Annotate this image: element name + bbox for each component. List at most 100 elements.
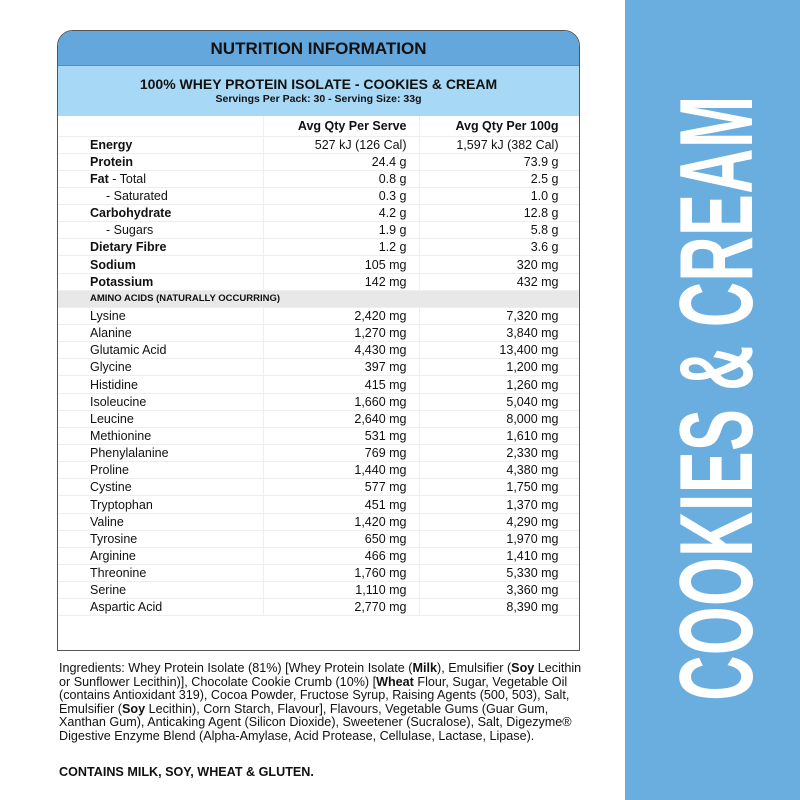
product-name: 100% WHEY PROTEIN ISOLATE - COOKIES & CR… xyxy=(139,76,498,92)
nutrient-row: Fat - Total 0.8 g 2.5 g xyxy=(58,170,579,188)
allergen-highlight: Soy xyxy=(121,701,146,716)
product-header: 100% WHEY PROTEIN ISOLATE - COOKIES & CR… xyxy=(58,66,579,116)
per-100g-value: 5,330 mg xyxy=(419,564,579,583)
amino-row: Glutamic Acid 4,430 mg 13,400 mg xyxy=(58,341,579,360)
per-100g-value: 1,970 mg xyxy=(419,530,579,548)
per-serve-value: 142 mg xyxy=(263,273,420,291)
per-100g-value: 4,290 mg xyxy=(419,513,579,531)
per-serve-value: 531 mg xyxy=(263,427,420,446)
nutrient-label: Potassium xyxy=(90,274,154,289)
per-100g-value: 1,260 mg xyxy=(419,375,579,394)
nutrient-name: - Saturated xyxy=(58,187,264,206)
panel-title: NUTRITION INFORMATION xyxy=(58,31,579,66)
amino-row: Leucine 2,640 mg 8,000 mg xyxy=(58,410,579,428)
nutrient-name: Fat - Total xyxy=(58,170,264,188)
column-header-name xyxy=(58,116,264,137)
per-100g-value: 432 mg xyxy=(419,273,579,291)
amino-name: Cystine xyxy=(58,478,264,497)
per-serve-value: 0.8 g xyxy=(263,170,420,188)
per-100g-value: 8,390 mg xyxy=(419,598,579,617)
per-100g-value: 3,360 mg xyxy=(419,581,579,600)
amino-row: Valine 1,420 mg 4,290 mg xyxy=(58,513,579,531)
per-100g-value: 1,410 mg xyxy=(419,547,579,566)
per-serve-value: 105 mg xyxy=(263,255,420,274)
nutrient-row: Protein 24.4 g 73.9 g xyxy=(58,153,579,171)
ingredients-segment: Ingredients: Whey Protein Isolate (81%) … xyxy=(59,661,413,675)
amino-row: Proline 1,440 mg 4,380 mg xyxy=(58,461,579,480)
per-100g-value: 320 mg xyxy=(419,255,579,274)
amino-name: Glycine xyxy=(58,358,264,377)
nutrient-name: Energy xyxy=(58,136,264,154)
amino-name: Lysine xyxy=(58,307,264,326)
ingredients-segment: Lecithin or Sunflower Lecithin)], Chocol… xyxy=(59,661,582,689)
amino-name: Tryptophan xyxy=(58,495,264,514)
per-serve-value: 1,110 mg xyxy=(263,581,420,600)
amino-row: Arginine 466 mg 1,410 mg xyxy=(58,547,579,566)
serving-info: Servings Per Pack: 30 - Serving Size: 33… xyxy=(215,93,422,105)
per-serve-value: 4,430 mg xyxy=(263,341,420,360)
nutrient-row: Sodium 105 mg 320 mg xyxy=(58,255,579,274)
per-100g-value: 5,040 mg xyxy=(419,393,579,411)
per-100g-value: 2.5 g xyxy=(419,170,579,188)
nutrient-label: - Sugars xyxy=(106,223,154,238)
amino-row: Alanine 1,270 mg 3,840 mg xyxy=(58,324,579,343)
nutrient-name: Sodium xyxy=(58,255,264,274)
per-100g-value: 4,380 mg xyxy=(419,461,579,480)
per-serve-value: 451 mg xyxy=(263,495,420,514)
per-100g-value: 12.8 g xyxy=(419,204,579,223)
per-serve-value: 0.3 g xyxy=(263,187,420,206)
per-serve-value: 527 kJ (126 Cal) xyxy=(263,136,420,154)
per-serve-value: 1,440 mg xyxy=(263,461,420,480)
nutrient-row: Energy 527 kJ (126 Cal) 1,597 kJ (382 Cal) xyxy=(58,136,579,154)
per-100g-value: 1.0 g xyxy=(419,187,579,206)
per-100g-value: 1,200 mg xyxy=(419,358,579,377)
nutrition-panel: NUTRITION INFORMATION 100% WHEY PROTEIN … xyxy=(57,30,580,651)
amino-name: Glutamic Acid xyxy=(58,341,264,360)
per-serve-value: 769 mg xyxy=(263,444,420,463)
per-100g-value: 1,750 mg xyxy=(419,478,579,497)
amino-name: Alanine xyxy=(58,324,264,343)
per-serve-value: 1,420 mg xyxy=(263,513,420,531)
per-serve-value: 466 mg xyxy=(263,547,420,566)
nutrient-row: - Saturated 0.3 g 1.0 g xyxy=(58,187,579,206)
nutrient-label: Fat xyxy=(90,171,109,186)
amino-row: Glycine 397 mg 1,200 mg xyxy=(58,358,579,377)
amino-name: Methionine xyxy=(58,427,264,446)
amino-row: Threonine 1,760 mg 5,330 mg xyxy=(58,564,579,583)
nutrient-name: Protein xyxy=(58,153,264,171)
amino-row: Isoleucine 1,660 mg 5,040 mg xyxy=(58,393,579,411)
nutrient-row: - Sugars 1.9 g 5.8 g xyxy=(58,221,579,240)
amino-row: Tryptophan 451 mg 1,370 mg xyxy=(58,495,579,514)
per-serve-value: 24.4 g xyxy=(263,153,420,171)
amino-name: Threonine xyxy=(58,564,264,583)
per-serve-value: 2,420 mg xyxy=(263,307,420,326)
per-100g-value: 1,597 kJ (382 Cal) xyxy=(419,136,579,154)
per-100g-value: 13,400 mg xyxy=(419,341,579,360)
amino-name: Phenylalanine xyxy=(58,444,264,463)
amino-header: AMINO ACIDS (NATURALLY OCCURRING) xyxy=(58,290,579,308)
nutrient-label: Dietary Fibre xyxy=(90,240,167,255)
per-100g-value: 7,320 mg xyxy=(419,307,579,326)
amino-name: Arginine xyxy=(58,547,264,566)
ingredients-text: Ingredients: Whey Protein Isolate (81%) … xyxy=(59,661,589,744)
amino-row: Lysine 2,420 mg 7,320 mg xyxy=(58,307,579,326)
ingredients-segment: ), Emulsifier ( xyxy=(437,661,512,675)
nutrient-label: Protein xyxy=(90,154,134,169)
nutrient-name: Dietary Fibre xyxy=(58,238,264,257)
per-serve-value: 577 mg xyxy=(263,478,420,497)
nutrient-row: Potassium 142 mg 432 mg xyxy=(58,273,579,291)
amino-row: Aspartic Acid 2,770 mg 8,390 mg xyxy=(58,598,579,617)
nutrient-row: Dietary Fibre 1.2 g 3.6 g xyxy=(58,238,579,257)
flavour-side-panel xyxy=(625,0,800,800)
per-serve-value: 1,270 mg xyxy=(263,324,420,343)
allergen-highlight: Soy xyxy=(511,661,535,675)
column-header-serve: Avg Qty Per Serve xyxy=(263,116,420,137)
per-serve-value: 415 mg xyxy=(263,375,420,394)
per-serve-value: 1,760 mg xyxy=(263,564,420,583)
per-100g-value: 8,000 mg xyxy=(419,410,579,428)
per-100g-value: 73.9 g xyxy=(419,153,579,171)
column-header-100g: Avg Qty Per 100g xyxy=(419,116,579,137)
per-serve-value: 397 mg xyxy=(263,358,420,377)
allergen-highlight: Wheat xyxy=(376,674,414,689)
per-100g-value: 3.6 g xyxy=(419,238,579,257)
